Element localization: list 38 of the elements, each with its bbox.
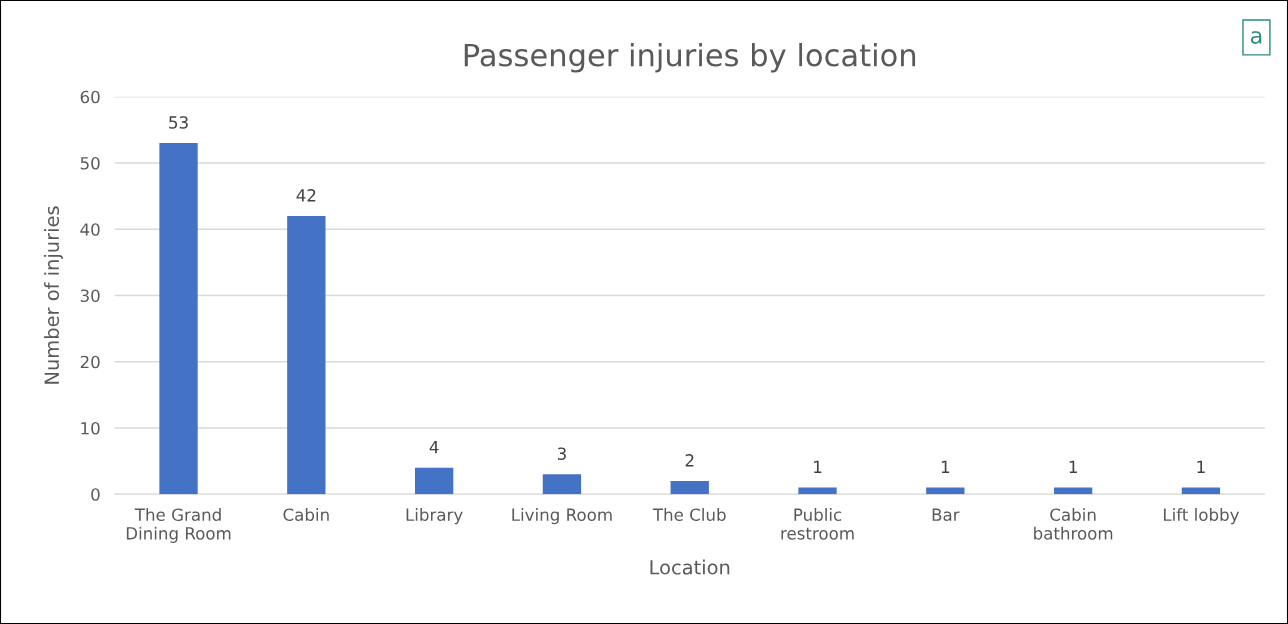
chart-title: Passenger injuries by location — [464, 42, 916, 73]
bar — [1053, 487, 1093, 495]
x-tick-label: Library — [406, 508, 463, 525]
x-tick-label: Cabin — [283, 508, 329, 521]
y-tick-label: 10 — [81, 421, 100, 435]
y-tick-label: 60 — [80, 90, 100, 104]
data-label: 53 — [169, 116, 188, 129]
bar — [159, 143, 198, 495]
data-label: 3 — [557, 447, 566, 460]
x-tick-label: The Grand Dining Room — [126, 508, 231, 543]
x-tick-label: Lift lobby — [1163, 508, 1240, 525]
data-label: 2 — [685, 454, 694, 467]
data-label: 1 — [814, 460, 822, 474]
x-tick-label: Bar — [932, 508, 960, 521]
y-tick-label: 30 — [80, 289, 100, 303]
bar — [798, 487, 837, 495]
data-label: 4 — [429, 440, 439, 454]
bar — [287, 215, 326, 495]
y-tick-label: 0 — [91, 488, 100, 501]
bar — [542, 474, 582, 495]
y-axis-title: Number of injuries — [44, 206, 63, 384]
y-tick-label: 40 — [80, 223, 100, 236]
bar — [414, 467, 454, 495]
data-label: 1 — [1197, 460, 1205, 474]
bar — [1181, 487, 1221, 495]
bar — [670, 480, 709, 495]
text: a — [1250, 31, 1262, 44]
y-tick-label: 50 — [80, 156, 100, 170]
x-tick-label: Living Room — [512, 508, 612, 525]
x-tick-label: The Club — [652, 508, 726, 521]
data-label: 1 — [941, 460, 950, 474]
x-tick-label: Public restroom — [781, 508, 854, 540]
bar — [926, 487, 965, 495]
x-axis-title: Location — [650, 559, 730, 575]
data-label: 1 — [1069, 460, 1077, 474]
data-label: 42 — [296, 189, 316, 202]
x-tick-label: Cabin bathroom — [1034, 508, 1113, 540]
y-tick-label: 20 — [80, 355, 100, 369]
